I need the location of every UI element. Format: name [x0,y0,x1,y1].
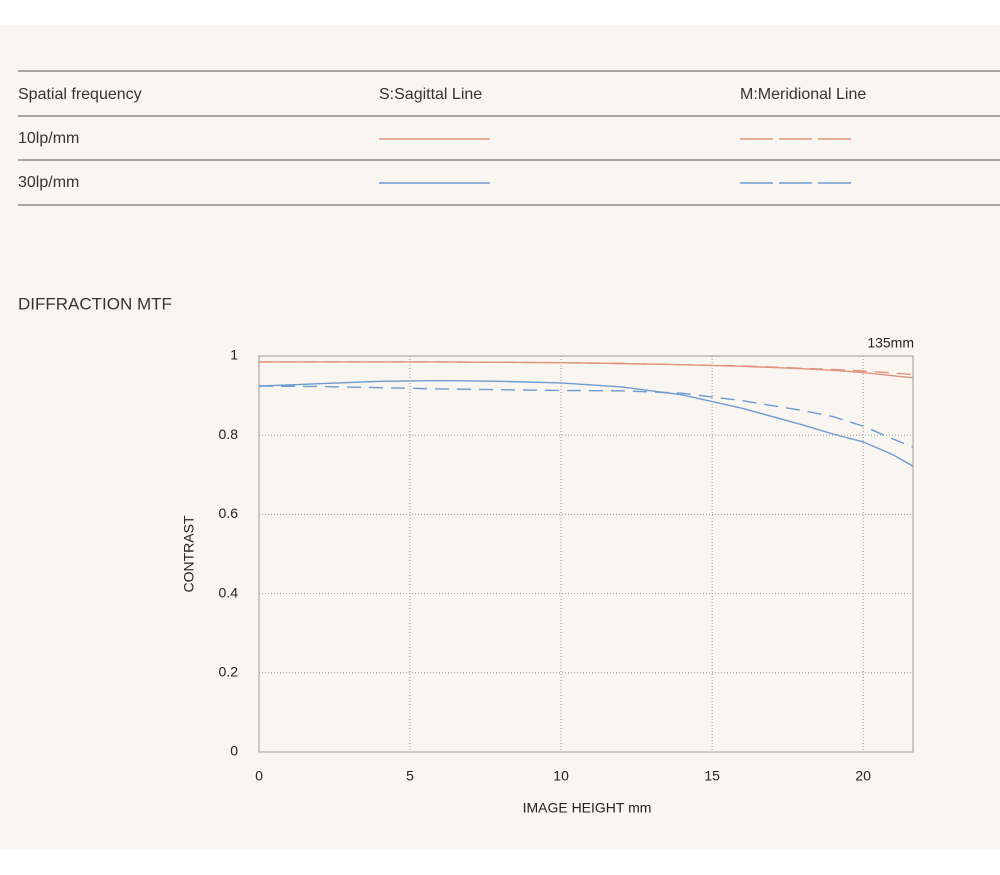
y-tick-label: 0.2 [219,664,239,680]
plot-area [258,355,914,753]
x-tick-label: 15 [704,768,720,784]
x-axis-label: IMAGE HEIGHT mm [523,800,652,816]
y-tick-label: 0.8 [219,426,239,442]
x-tick-label: 0 [255,768,263,784]
x-tick-label: 20 [855,768,871,784]
table-row-label: 10lp/mm [18,130,79,147]
table-row-label: 30lp/mm [18,174,79,191]
x-tick-label: 5 [406,768,414,784]
y-axis-label: CONTRAST [181,515,197,592]
mtf-line [259,361,914,376]
y-tick-label: 0.4 [219,584,239,600]
mtf-line [259,361,914,379]
panel [0,25,1000,850]
mtf-line [258,385,914,448]
y-tick-label: 0 [230,743,238,759]
y-tick-label: 0.6 [219,505,239,521]
table-header: M:Meridional Line [740,86,866,103]
section-title: DIFFRACTION MTF [18,294,172,313]
table-header: S:Sagittal Line [379,86,482,103]
mtf-line [258,379,914,467]
x-tick-label: 10 [553,768,569,784]
y-tick-label: 1 [230,347,238,363]
annotation: 135mm [867,335,914,351]
table-header: Spatial frequency [18,86,142,103]
